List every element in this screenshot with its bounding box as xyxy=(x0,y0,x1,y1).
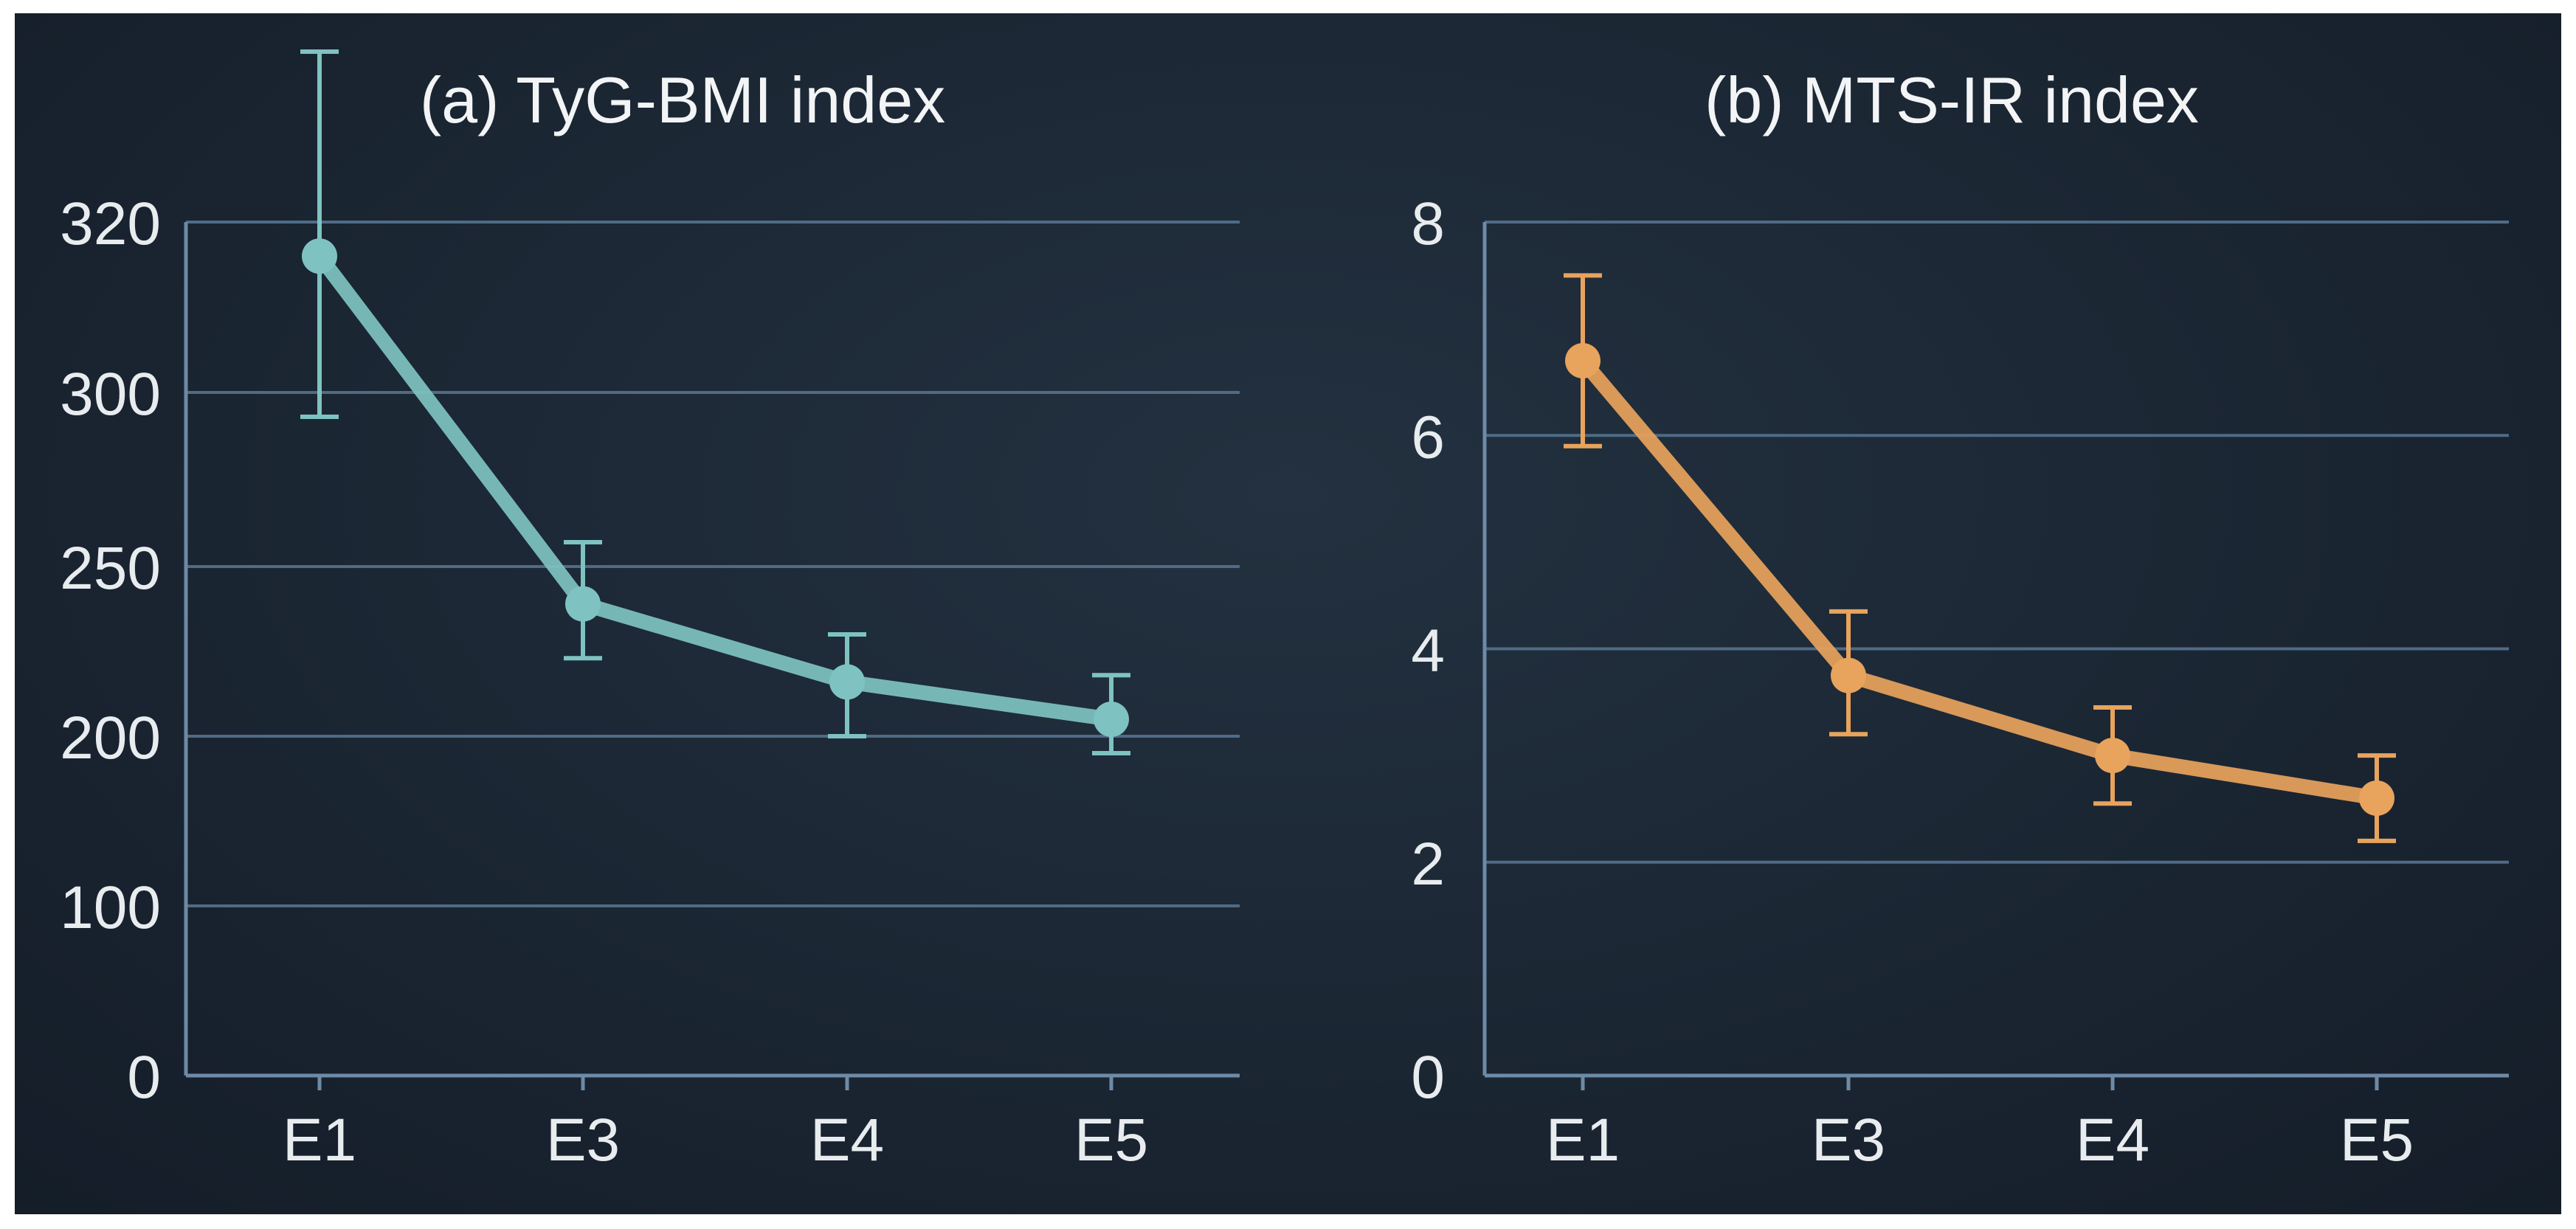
data-point xyxy=(1565,343,1600,379)
y-tick-label: 0 xyxy=(1411,1044,1445,1111)
x-tick-label: E3 xyxy=(546,1107,620,1174)
y-tick-label: 4 xyxy=(1411,617,1445,685)
x-tick-label: E4 xyxy=(2076,1107,2149,1174)
series-line xyxy=(1575,353,2384,806)
y-tick-label: 300 xyxy=(60,361,161,428)
y-tick-label: 0 xyxy=(127,1044,161,1111)
x-tick-label: E5 xyxy=(1074,1107,1148,1174)
chart-title: (b) MTS-IR index xyxy=(1705,63,2199,136)
series-line xyxy=(312,249,1119,727)
x-tick-label: E4 xyxy=(810,1107,884,1174)
data-point xyxy=(2359,780,2394,816)
data-point xyxy=(2095,738,2130,774)
x-tick-label: E1 xyxy=(1546,1107,1620,1174)
data-point xyxy=(302,238,337,274)
figure-background: (a) TyG-BMI index 0 100 200 250 300 320 E1 E3 E4… xyxy=(15,13,2561,1214)
panel-mts-ir: (b) MTS-IR index 0 2 4 6 8 E1 E3 E4 E5 xyxy=(1411,63,2509,1174)
y-tick-label: 320 xyxy=(60,190,161,257)
data-point xyxy=(565,586,601,622)
chart-canvas: (a) TyG-BMI index 0 100 200 250 300 320 E1 E3 E4… xyxy=(60,49,2509,1174)
y-tick-label: 6 xyxy=(1411,404,1445,471)
y-tick-label: 200 xyxy=(60,704,161,772)
y-tick-label: 100 xyxy=(60,874,161,941)
panel-tyg-bmi: (a) TyG-BMI index 0 100 200 250 300 320 E1 E3 E4… xyxy=(60,49,1240,1174)
y-tick-label: 8 xyxy=(1411,190,1445,257)
chart-title: (a) TyG-BMI index xyxy=(420,63,945,136)
x-tick-label: E1 xyxy=(283,1107,356,1174)
y-tick-label: 250 xyxy=(60,535,161,602)
x-tick-label: E3 xyxy=(1812,1107,1885,1174)
data-point xyxy=(829,664,865,700)
x-tick-label: E5 xyxy=(2340,1107,2414,1174)
data-point xyxy=(1831,657,1866,693)
data-point xyxy=(1094,702,1129,737)
y-tick-label: 2 xyxy=(1411,831,1445,898)
